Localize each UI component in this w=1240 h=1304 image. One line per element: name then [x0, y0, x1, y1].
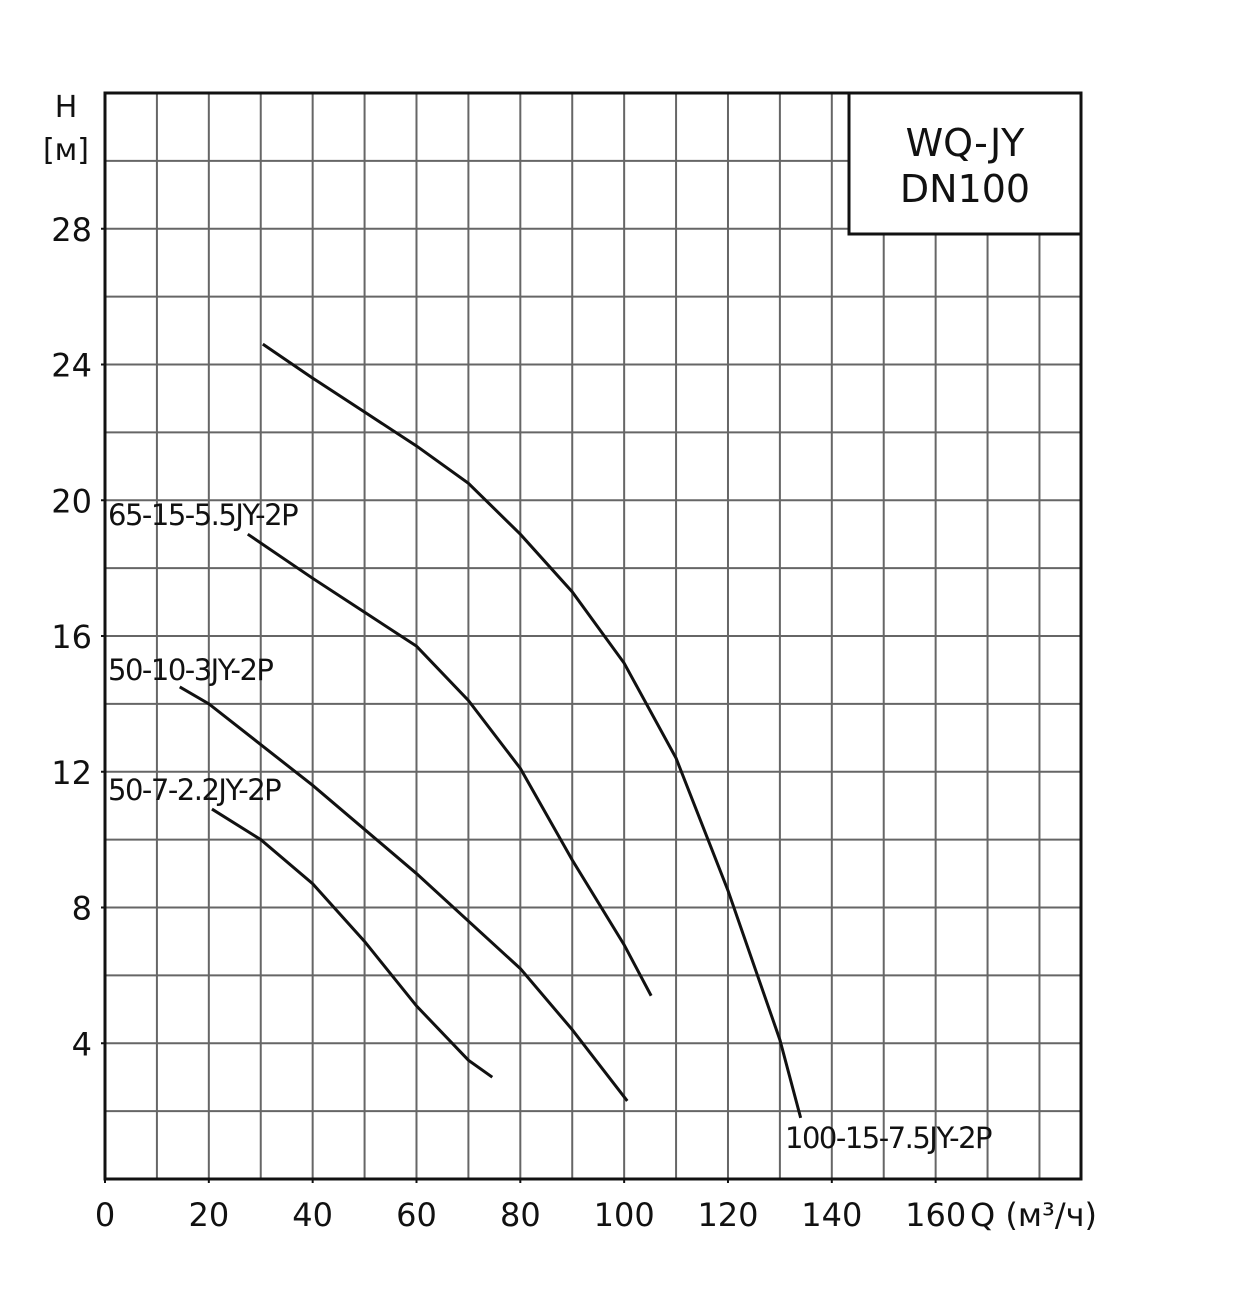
x-tick-label: 160 — [905, 1196, 966, 1234]
x-tick-label: 40 — [292, 1196, 333, 1234]
chart-subtitle: DN100 — [900, 167, 1030, 211]
y-tick-label: 16 — [51, 618, 92, 656]
series-label: 50-10-3JY-2P — [108, 653, 273, 687]
x-tick-label: 140 — [801, 1196, 862, 1234]
x-tick-label: 100 — [594, 1196, 655, 1234]
y-tick-label: 20 — [51, 482, 92, 520]
curve — [179, 685, 629, 1102]
y-tick-label: 28 — [51, 211, 92, 249]
curve — [246, 532, 653, 997]
x-tick-label: 0 — [95, 1196, 115, 1234]
y-axis-label: H — [55, 90, 78, 125]
plot-frame — [103, 91, 1083, 1181]
x-tick-label: 60 — [396, 1196, 437, 1234]
curve — [211, 807, 494, 1079]
x-axis-label: Q (м³/ч) — [970, 1196, 1097, 1234]
y-tick-label: 4 — [72, 1025, 92, 1063]
chart-title: WQ-JY — [906, 121, 1026, 165]
series-label: 50-7-2.2JY-2P — [108, 773, 281, 807]
x-tick-label: 120 — [697, 1196, 758, 1234]
title-box — [847, 91, 1083, 236]
curve — [261, 342, 803, 1119]
x-tick-label: 80 — [500, 1196, 541, 1234]
y-tick-label: 12 — [51, 754, 92, 792]
y-axis-unit: [м] — [43, 133, 89, 168]
x-tick-label: 20 — [188, 1196, 229, 1234]
y-tick-label: 8 — [72, 890, 92, 928]
series-label: 65-15-5.5JY-2P — [108, 498, 298, 532]
series-label: 100-15-7.5JY-2P — [785, 1121, 992, 1155]
y-tick-label: 24 — [51, 347, 92, 385]
